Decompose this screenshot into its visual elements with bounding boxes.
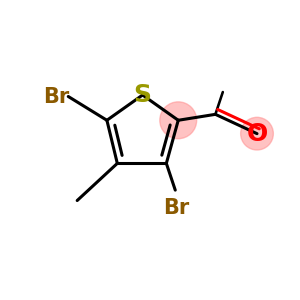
Text: S: S [134,83,152,107]
Circle shape [241,117,273,150]
Text: Br: Br [43,86,70,106]
Text: Br: Br [164,198,190,218]
Text: O: O [246,122,268,146]
Circle shape [160,102,197,139]
